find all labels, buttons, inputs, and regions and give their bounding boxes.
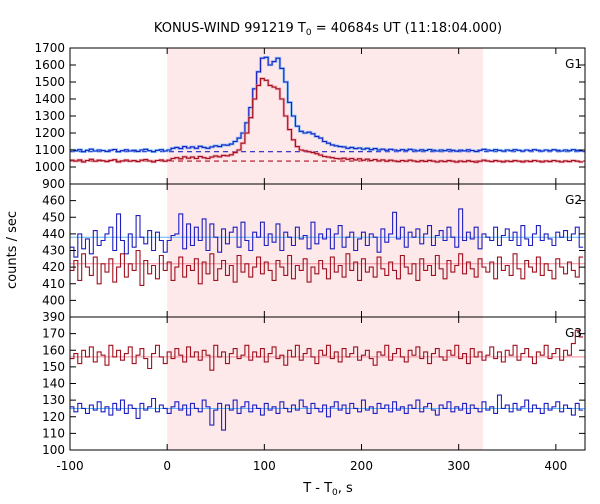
panel-g1-series-blue <box>70 56 584 153</box>
panel-g3-ytick-label: 100 <box>42 443 65 457</box>
panel-g1-ytick-label: 1000 <box>34 160 65 174</box>
shaded-interval <box>167 48 483 450</box>
x-axis-label-subscript: 0 <box>332 488 338 498</box>
panel-g1-ytick-label: 1100 <box>34 143 65 157</box>
chart-title-main: KONUS-WIND 991219 T <box>154 21 306 36</box>
panel-g2-ytick-label: 440 <box>42 227 65 241</box>
x-tick-label: 0 <box>163 459 171 473</box>
x-tick-label: -100 <box>56 459 83 473</box>
x-axis-label-main: T - T <box>302 481 332 496</box>
panel-g2-ytick-label: 410 <box>42 277 65 291</box>
panel-g2-series-red <box>70 249 584 286</box>
panel-g2-series-blue <box>70 208 584 258</box>
x-tick-label: 100 <box>253 459 276 473</box>
panel-g3-series-red <box>70 329 584 371</box>
x-axis-label-rest: , s <box>338 481 353 496</box>
panel-g3-ytick-label: 130 <box>42 393 65 407</box>
panel-g3-ytick-label: 110 <box>42 426 65 440</box>
x-tick-label: 300 <box>447 459 470 473</box>
panel-g1-ytick-label: 1500 <box>34 75 65 89</box>
y-axis-label: counts / sec <box>5 211 20 289</box>
panel-g3-ytick-label: 150 <box>42 360 65 374</box>
plot-layer: 90010001100120013001400150016001700G1390… <box>34 41 586 473</box>
panel-g2-ytick-label: 450 <box>42 210 65 224</box>
panel-g3-ytick-label: 160 <box>42 343 65 357</box>
panel-g1-ytick-label: 1200 <box>34 126 65 140</box>
x-tick-label: 400 <box>544 459 567 473</box>
panel-g3-ytick-label: 170 <box>42 327 65 341</box>
x-tick-label: 200 <box>350 459 373 473</box>
panel-g3-ytick-label: 140 <box>42 377 65 391</box>
panel-g2-ytick-label: 460 <box>42 194 65 208</box>
panel-g1-ytick-label: 1400 <box>34 92 65 106</box>
chart-title: KONUS-WIND 991219 T0 = 40684s UT (11:18:… <box>154 21 502 38</box>
panel-g1-ytick-label: 900 <box>42 177 65 191</box>
x-axis-label: T - T0, s <box>302 481 353 498</box>
panel-g2-ytick-label: 420 <box>42 260 65 274</box>
panel-g1-label: G1 <box>565 57 582 71</box>
panel-g3-ytick-label: 120 <box>42 410 65 424</box>
panel-g2-ytick-label: 430 <box>42 244 65 258</box>
panel-g2-ytick-label: 390 <box>42 310 65 324</box>
panel-g2-label: G2 <box>565 193 582 207</box>
chart-title-subscript: 0 <box>306 28 312 38</box>
panel-g1-ytick-label: 1700 <box>34 41 65 55</box>
chart-title-rest: = 40684s UT (11:18:04.000) <box>312 21 502 36</box>
panel-g1-ytick-label: 1600 <box>34 58 65 72</box>
panel-g3-series-blue <box>70 394 584 431</box>
panel-g3-label: G3 <box>565 326 582 340</box>
panel-g2-ytick-label: 400 <box>42 293 65 307</box>
panel-g1-series-red <box>70 78 584 163</box>
panel-g1-ytick-label: 1300 <box>34 109 65 123</box>
